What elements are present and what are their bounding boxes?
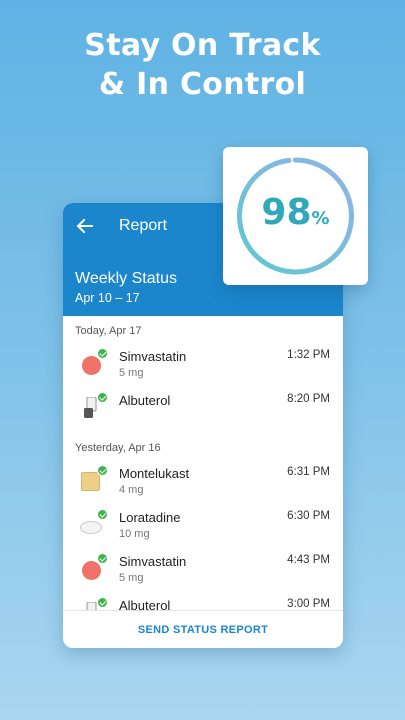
arrow-left-icon[interactable]: [75, 216, 95, 236]
promo-headline: Stay On Track & In Control: [0, 26, 405, 104]
medication-time: 6:31 PM: [287, 466, 330, 478]
adherence-unit: %: [311, 208, 330, 229]
medication-log-list[interactable]: Today, Apr 17 Simvastatin 5 mg 1:32 PM A…: [63, 316, 343, 610]
adherence-percentage: 98%: [223, 193, 368, 239]
medication-name: Simvastatin: [119, 349, 187, 364]
medication-dose: 5 mg: [119, 572, 144, 584]
check-icon: [97, 553, 108, 564]
medication-time: 6:30 PM: [287, 510, 330, 522]
medication-name: Albuterol: [119, 598, 171, 610]
list-item[interactable]: Simvastatin 5 mg 4:43 PM: [63, 552, 343, 596]
weekly-status-range: Apr 10 – 17: [75, 291, 140, 305]
adherence-ring: [237, 157, 354, 275]
medication-time: 4:43 PM: [287, 554, 330, 566]
adherence-ring-progress: [237, 157, 354, 275]
medication-time: 1:32 PM: [287, 349, 330, 361]
adherence-badge: 98%: [223, 147, 368, 285]
check-icon: [97, 348, 108, 359]
medication-dose: 10 mg: [119, 528, 150, 540]
red-round-pill-icon: [80, 553, 108, 581]
send-status-report-button[interactable]: SEND STATUS REPORT: [63, 610, 343, 648]
inhaler-icon: [80, 597, 108, 610]
list-item[interactable]: Simvastatin 5 mg 1:32 PM: [63, 347, 343, 391]
promo-line-2: & In Control: [98, 67, 307, 102]
list-item[interactable]: Albuterol 3:00 PM: [63, 596, 343, 610]
list-item[interactable]: Albuterol 8:20 PM: [63, 391, 343, 435]
medication-time: 8:20 PM: [287, 393, 330, 405]
check-icon: [97, 509, 108, 520]
white-oval-pill-icon: [80, 509, 108, 537]
list-item[interactable]: Loratadine 10 mg 6:30 PM: [63, 508, 343, 552]
medication-name: Loratadine: [119, 510, 181, 525]
medication-dose: 4 mg: [119, 484, 144, 496]
promo-line-1: Stay On Track: [84, 28, 321, 63]
medication-time: 3:00 PM: [287, 598, 330, 610]
section-header-yesterday: Yesterday, Apr 16: [75, 442, 161, 454]
adherence-value: 98: [261, 192, 312, 233]
weekly-status-title: Weekly Status: [75, 270, 177, 287]
inhaler-icon: [80, 392, 108, 420]
list-item[interactable]: Montelukast 4 mg 6:31 PM: [63, 464, 343, 508]
medication-dose: 5 mg: [119, 367, 144, 379]
check-icon: [97, 465, 108, 476]
red-round-pill-icon: [80, 348, 108, 376]
medication-name: Montelukast: [119, 466, 190, 481]
medication-name: Albuterol: [119, 393, 171, 408]
check-icon: [97, 392, 108, 403]
section-header-today: Today, Apr 17: [75, 325, 142, 337]
page-title: Report: [119, 217, 168, 234]
yellow-square-pill-icon: [80, 465, 108, 493]
medication-name: Simvastatin: [119, 554, 187, 569]
check-icon: [97, 597, 108, 608]
